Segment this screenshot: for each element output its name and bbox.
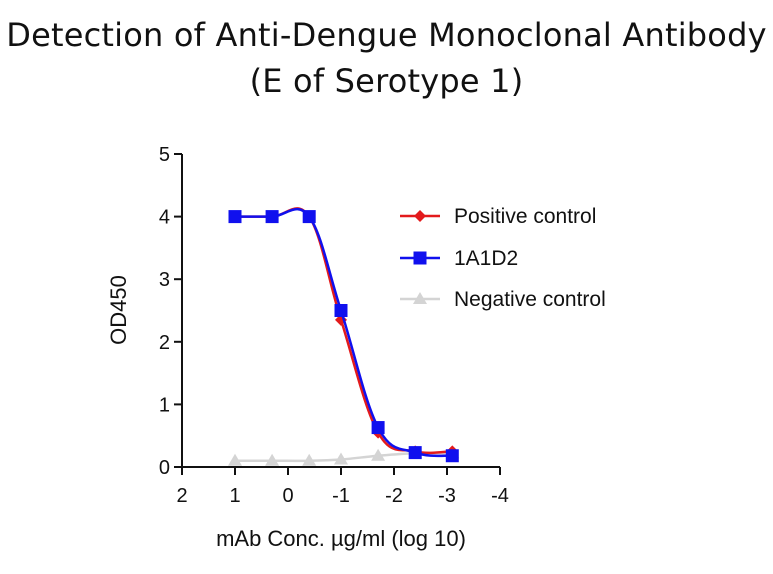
y-tick-label: 4: [159, 207, 170, 229]
data-point: [371, 448, 386, 461]
data-point: [445, 449, 459, 463]
y-tick-label: 3: [159, 269, 170, 291]
y-tick-label: 2: [159, 332, 170, 354]
data-point: [408, 446, 422, 460]
chart-subtitle: (E of Serotype 1): [249, 62, 524, 100]
axes: 0 1 2 3 4 5 2 1 0 -1 -2 -3 -4: [159, 144, 509, 507]
x-tick-label: -3: [438, 485, 456, 507]
legend-label: Negative control: [454, 288, 606, 311]
series-1a1d2: [228, 207, 459, 463]
data-point: [334, 304, 348, 317]
data-point: [302, 210, 316, 224]
legend-marker-diamond: [414, 210, 426, 222]
data-point: [371, 421, 385, 435]
series-positive-control: [229, 207, 459, 458]
data-point: [265, 210, 279, 224]
x-tick-label: 2: [176, 485, 187, 507]
data-point: [334, 452, 348, 465]
series-line: [234, 207, 453, 455]
legend: Positive control 1A1D2 Negative control: [400, 205, 606, 311]
chart-title: Detection of Anti-Dengue Monoclonal Anti…: [6, 16, 767, 54]
y-tick-label: 0: [159, 457, 170, 479]
x-tick-label: -2: [385, 485, 403, 507]
y-tick-label: 5: [159, 144, 170, 166]
legend-label: 1A1D2: [454, 247, 518, 270]
data-point: [302, 453, 317, 466]
legend-marker-triangle: [413, 292, 427, 304]
x-axis-label: mAb Conc. µg/ml (log 10): [216, 526, 466, 551]
legend-label: Positive control: [454, 205, 596, 228]
legend-marker-square: [413, 251, 427, 265]
series-layer: [228, 207, 460, 466]
y-axis-label: OD450: [106, 275, 131, 345]
x-tick-label: 1: [229, 485, 240, 507]
x-tick-label: -1: [332, 485, 350, 507]
data-point: [228, 210, 242, 224]
x-tick-label: -4: [491, 485, 509, 507]
y-tick-label: 1: [159, 394, 170, 416]
x-tick-label: 0: [282, 485, 293, 507]
data-point: [228, 453, 242, 466]
data-point: [265, 453, 280, 466]
